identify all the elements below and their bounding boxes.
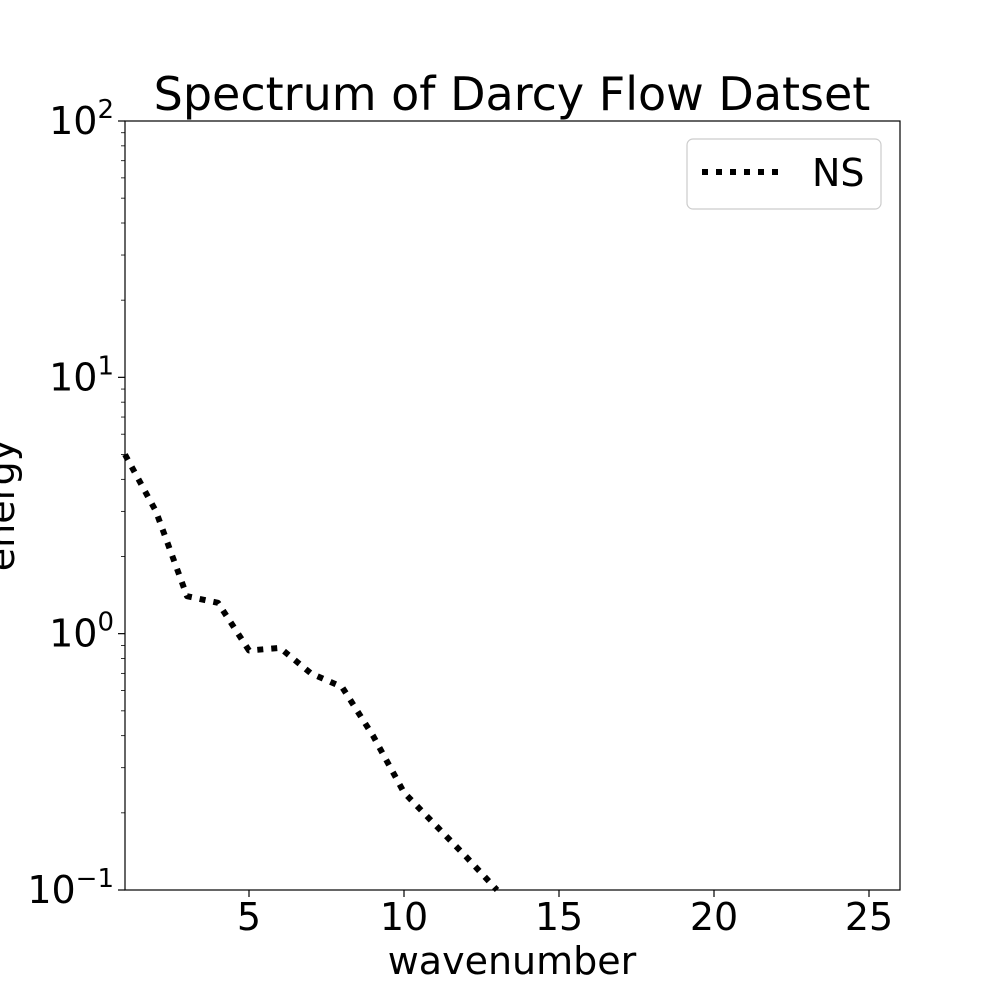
x-tick-label: 5 xyxy=(237,895,261,939)
y-tick-label: 100 xyxy=(49,608,114,656)
y-tick-base: 10 xyxy=(49,355,97,399)
y-tick-exponent: 2 xyxy=(97,95,114,125)
chart-title: Spectrum of Darcy Flow Datset xyxy=(154,67,871,121)
y-tick-base: 10 xyxy=(49,99,97,143)
x-tick-label: 15 xyxy=(535,895,583,939)
y-tick-exponent: 1 xyxy=(97,351,114,381)
y-axis-label: energy xyxy=(0,439,23,571)
x-tick-label: 20 xyxy=(690,895,738,939)
x-axis-ticks: 5 10 15 20 25 xyxy=(237,890,893,939)
y-tick-label: 102 xyxy=(49,95,114,143)
x-tick-label: 10 xyxy=(380,895,428,939)
x-axis-label: wavenumber xyxy=(388,939,637,983)
x-tick-label: 25 xyxy=(845,895,893,939)
legend-box xyxy=(686,138,882,210)
y-tick-base: 10 xyxy=(49,612,97,656)
y-tick-exponent: −1 xyxy=(76,864,114,894)
y-tick-exponent: 0 xyxy=(97,608,114,638)
series-ns xyxy=(122,453,500,893)
y-tick-label: 101 xyxy=(49,351,114,399)
plot-area xyxy=(124,120,901,891)
legend: NS xyxy=(686,138,882,210)
y-minor-ticks xyxy=(121,132,125,814)
y-tick-label: 10−1 xyxy=(27,864,114,912)
legend-label-ns: NS xyxy=(812,151,865,195)
y-tick-base: 10 xyxy=(27,868,75,912)
series-ns-line xyxy=(122,453,500,893)
